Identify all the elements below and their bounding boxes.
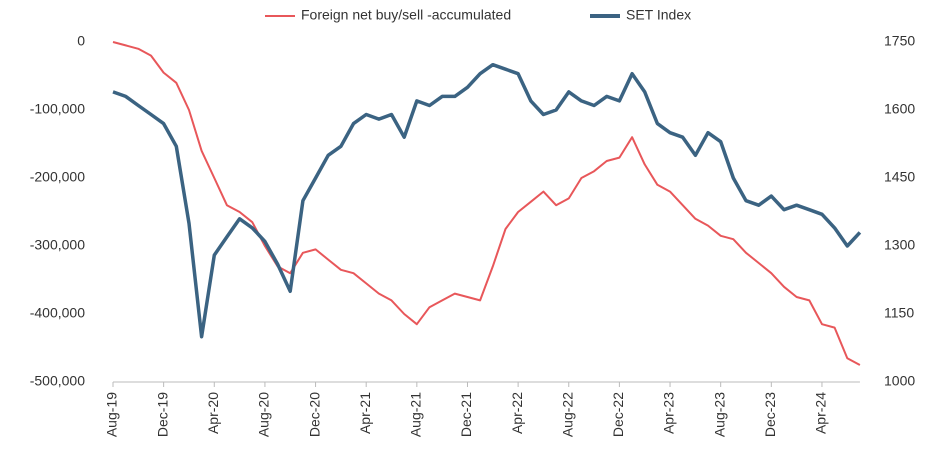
y-tick-label: -500,000 bbox=[30, 373, 85, 389]
y2-tick-label: 1300 bbox=[884, 237, 915, 253]
series-line bbox=[112, 62, 862, 339]
y2-tick-label: 1450 bbox=[884, 169, 915, 185]
y-tick-label: -300,000 bbox=[30, 237, 85, 253]
x-tick-label: Apr-23 bbox=[661, 392, 677, 434]
y-tick-label: 0 bbox=[77, 33, 85, 49]
x-tick-label: Dec-19 bbox=[154, 392, 170, 437]
x-tick-label: Aug-22 bbox=[559, 392, 575, 437]
legend-label: Foreign net buy/sell -accumulated bbox=[301, 7, 511, 23]
y-tick-label: -200,000 bbox=[30, 169, 85, 185]
x-tick-label: Apr-24 bbox=[813, 392, 829, 434]
y-tick-label: -100,000 bbox=[30, 101, 85, 117]
x-tick-label: Aug-21 bbox=[408, 392, 424, 437]
x-tick-label: Aug-23 bbox=[711, 392, 727, 437]
y2-tick-label: 1000 bbox=[884, 373, 915, 389]
x-tick-label: Apr-20 bbox=[205, 392, 221, 434]
y2-tick-label: 1750 bbox=[884, 33, 915, 49]
x-tick-label: Apr-21 bbox=[357, 392, 373, 434]
x-tick-label: Apr-22 bbox=[509, 392, 525, 434]
y2-tick-label: 1150 bbox=[884, 305, 914, 321]
x-tick-label: Aug-20 bbox=[256, 392, 272, 437]
x-tick-label: Aug-19 bbox=[104, 392, 120, 437]
y2-tick-label: 1600 bbox=[884, 101, 915, 117]
x-tick-label: Dec-20 bbox=[306, 392, 322, 437]
y-tick-label: -400,000 bbox=[30, 305, 85, 321]
x-tick-label: Dec-23 bbox=[762, 392, 778, 437]
legend-label: SET Index bbox=[626, 7, 691, 23]
x-tick-label: Dec-21 bbox=[458, 392, 474, 437]
series-line bbox=[112, 41, 861, 366]
x-tick-label: Dec-22 bbox=[610, 392, 626, 437]
